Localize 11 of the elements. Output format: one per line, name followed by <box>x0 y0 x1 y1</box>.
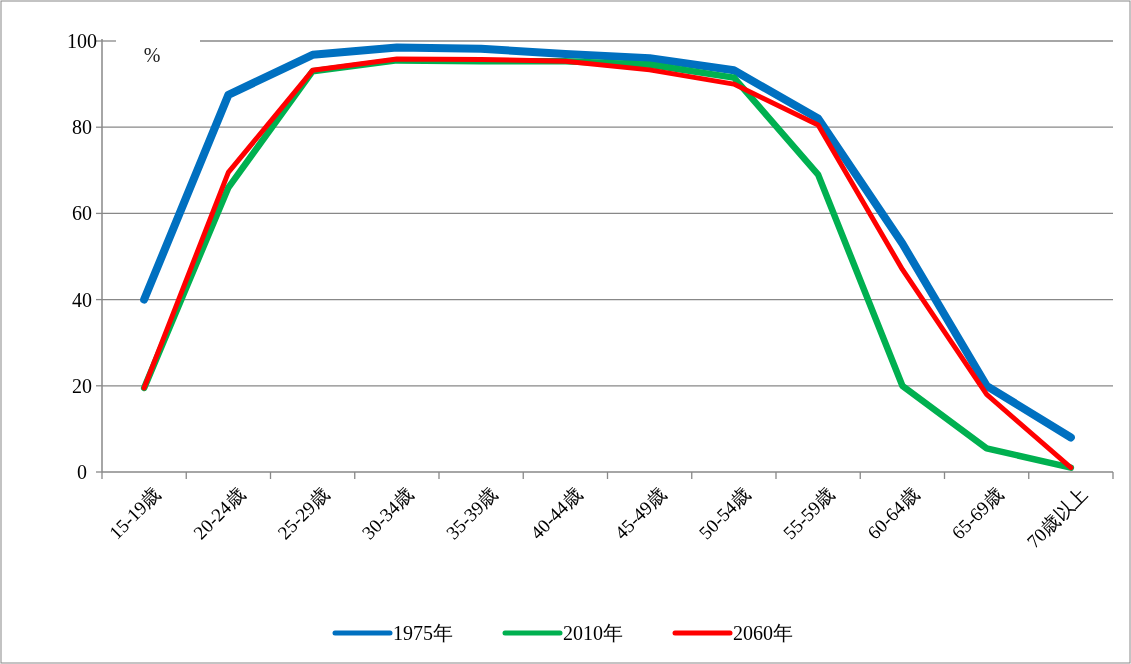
y-tick-label: 0 <box>77 461 87 483</box>
x-tick-label: 70歳以上 <box>1022 483 1092 553</box>
legend-label: 2060年 <box>733 622 793 644</box>
y-tick-label: 20 <box>72 374 92 397</box>
legend-label: 2010年 <box>563 622 623 644</box>
y-axis-title: % <box>143 44 161 66</box>
y-tick-label: 40 <box>72 288 92 311</box>
y-tick-label: 100 <box>67 30 97 52</box>
legend-label: 1975年 <box>393 622 453 644</box>
y-tick-label: 60 <box>72 202 92 225</box>
y-tick-label: 80 <box>72 116 92 139</box>
